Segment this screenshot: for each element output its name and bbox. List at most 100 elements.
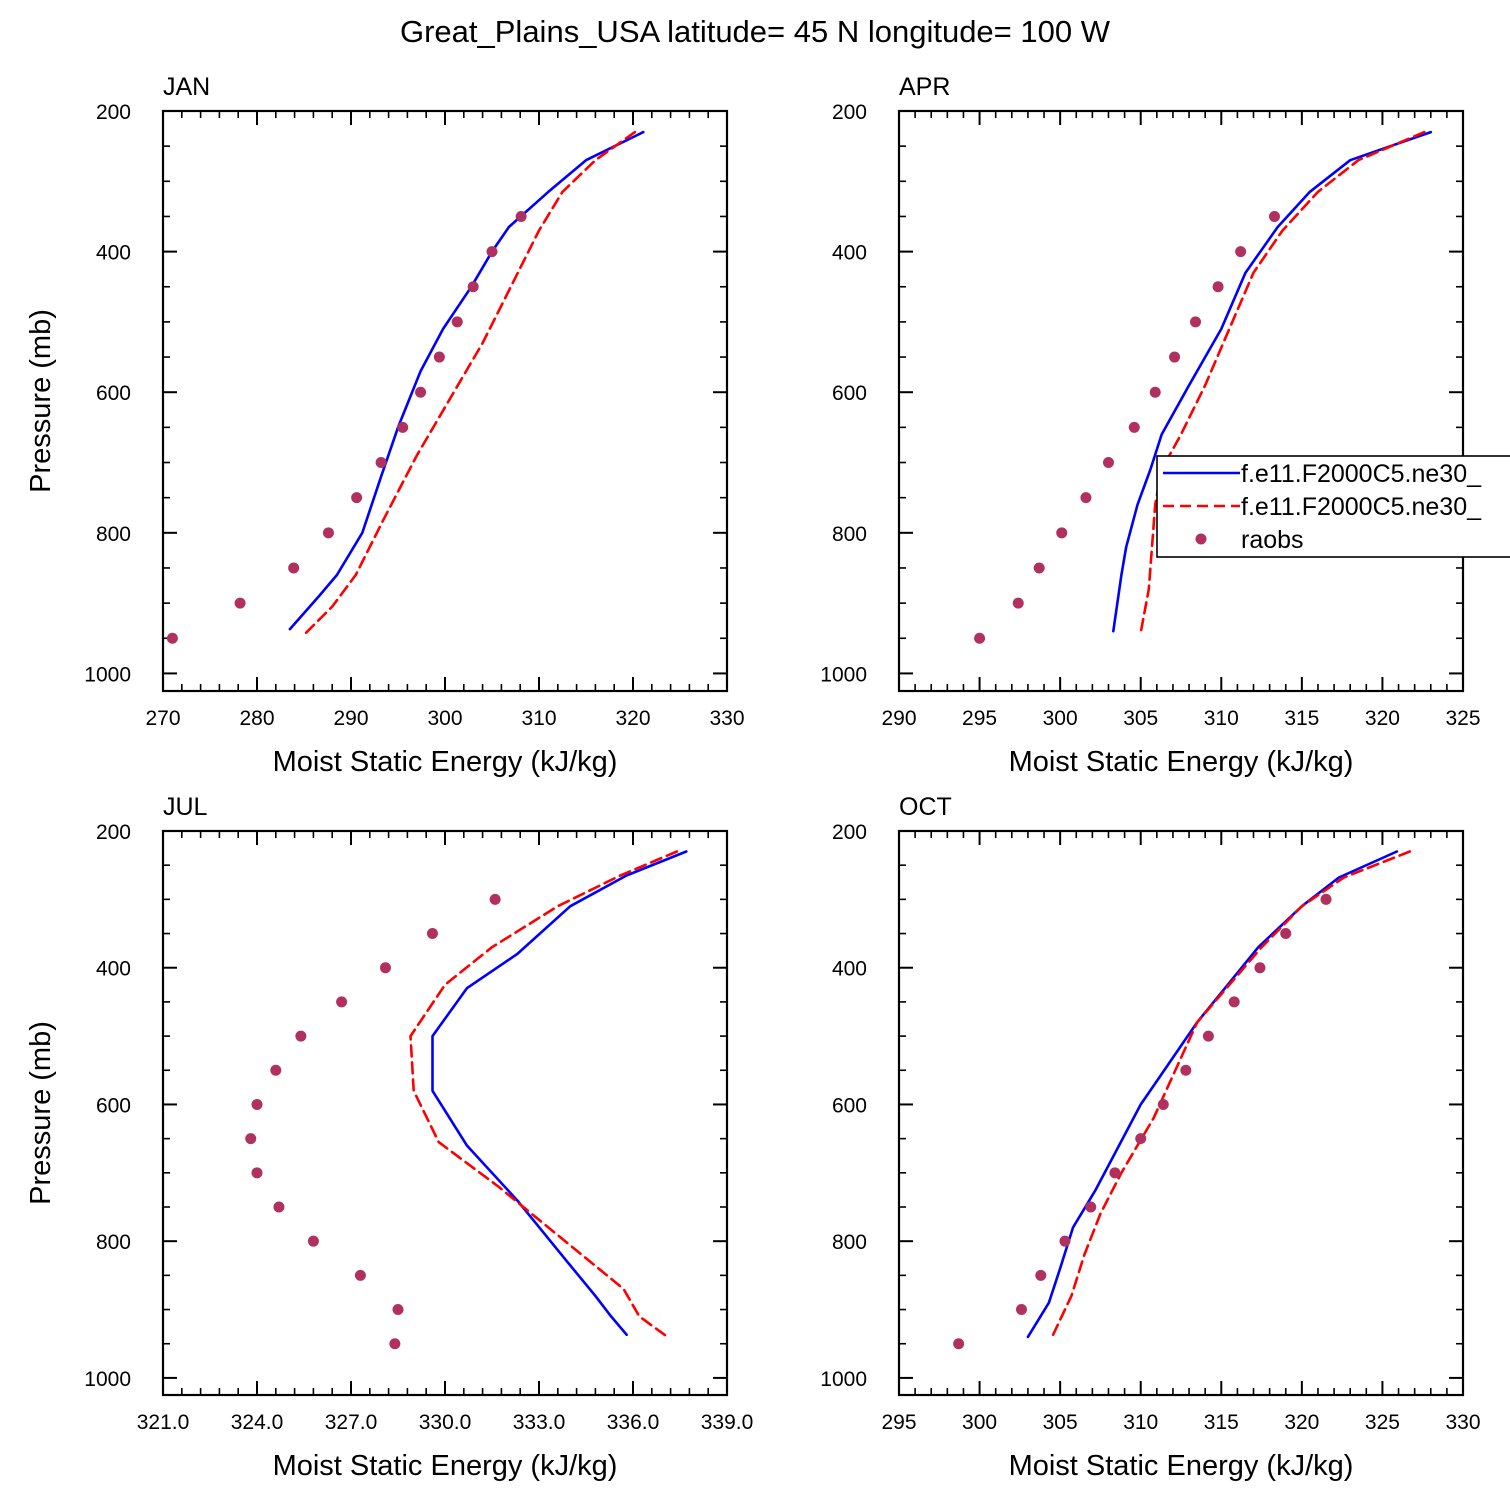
panel-jan: 270 280 290 300 310 320 330 200 400 600 800 1000 JAN… <box>25 73 745 778</box>
raobs-point <box>379 962 391 974</box>
y-tick-label: 600 <box>96 1094 131 1117</box>
y-tick-label: 600 <box>832 382 867 405</box>
x-tick-label: 300 <box>1043 707 1078 730</box>
y-tick-label: 400 <box>96 242 131 265</box>
x-tick-label: 336.0 <box>607 1411 660 1434</box>
legend-label: f.e11.F2000C5.ne30_ <box>1241 493 1482 521</box>
raobs-point <box>1320 893 1332 905</box>
x-tick-label: 295 <box>881 1411 916 1434</box>
x-tick-label: 333.0 <box>513 1411 566 1434</box>
y-tick-label: 400 <box>832 242 867 265</box>
plot-frame <box>161 109 729 693</box>
raobs-point <box>1180 1064 1192 1076</box>
x-tick-label: 327.0 <box>325 1411 378 1434</box>
panel-jul: 321.0 324.0 327.0 330.0 333.0 336.0 339.0 200 40… <box>25 793 753 1482</box>
legend: f.e11.F2000C5.ne30_ f.e11.F2000C5.ne30_ra… <box>1156 455 1510 558</box>
raobs-point <box>1228 996 1240 1008</box>
raobs-point <box>295 1030 307 1042</box>
raobs-point <box>1202 1030 1214 1042</box>
panel-title: JUL <box>163 793 208 821</box>
x-tick-label: 305 <box>1043 1411 1078 1434</box>
raobs-point <box>451 316 463 328</box>
x-tick-label: 330 <box>709 707 744 730</box>
raobs-point <box>234 597 246 609</box>
x-axis-label: Moist Static Energy (kJ/kg) <box>1009 1450 1354 1482</box>
x-axis-label: Moist Static Energy (kJ/kg) <box>273 1450 618 1482</box>
series-solid-line <box>431 850 688 1337</box>
raobs-point <box>1169 351 1181 363</box>
series-dashed-line <box>409 850 679 1339</box>
y-tick-label: 400 <box>832 958 867 981</box>
raobs-point <box>251 1098 263 1110</box>
y-tick-label: 800 <box>96 523 131 546</box>
raobs-point <box>1033 562 1045 574</box>
raobs-point <box>1235 246 1247 258</box>
raobs-point <box>1015 1304 1027 1316</box>
raobs-point <box>433 351 445 363</box>
raobs-point <box>1080 492 1092 504</box>
plot-frame <box>897 109 1465 693</box>
raobs-point <box>1109 1167 1121 1179</box>
raobs-point <box>1035 1269 1047 1281</box>
y-tick-label: 200 <box>96 821 131 844</box>
y-axis-label: Pressure (mb) <box>25 1021 57 1205</box>
x-tick-label: 270 <box>145 707 180 730</box>
raobs-point <box>467 281 479 293</box>
raobs-point <box>245 1133 257 1145</box>
raobs-point <box>1149 386 1161 398</box>
legend-label: raobs <box>1241 526 1304 554</box>
x-tick-label: 315 <box>1204 1411 1239 1434</box>
x-tick-label: 310 <box>1123 1411 1158 1434</box>
y-tick-label: 400 <box>96 958 131 981</box>
raobs-point <box>375 457 387 469</box>
panel-oct: 295 300 305 310 315 320 325 330 200 400 600 800 1000… <box>820 793 1480 1482</box>
raobs-point <box>489 893 501 905</box>
raobs-point <box>515 210 527 222</box>
x-tick-label: 320 <box>1284 1411 1319 1434</box>
series-dashed-line <box>1050 850 1412 1339</box>
x-tick-label: 325 <box>1365 1411 1400 1434</box>
raobs-point <box>307 1235 319 1247</box>
y-tick-label: 800 <box>96 1231 131 1254</box>
panel-title: APR <box>899 73 950 101</box>
x-tick-label: 305 <box>1123 707 1158 730</box>
x-tick-label: 290 <box>333 707 368 730</box>
panel-title: JAN <box>163 73 210 101</box>
y-tick-label: 200 <box>832 101 867 124</box>
raobs-point <box>953 1338 965 1350</box>
plot-frame <box>897 829 1465 1397</box>
x-tick-label: 300 <box>427 707 462 730</box>
y-tick-label: 200 <box>832 821 867 844</box>
y-tick-label: 600 <box>96 382 131 405</box>
raobs-point <box>273 1201 285 1213</box>
raobs-point <box>1280 928 1292 940</box>
series-solid-line <box>1026 850 1399 1339</box>
y-tick-label: 600 <box>832 1094 867 1117</box>
raobs-point <box>288 562 300 574</box>
x-tick-label: 295 <box>962 707 997 730</box>
raobs-point <box>251 1167 263 1179</box>
series-solid-line <box>288 130 645 631</box>
raobs-point <box>1102 457 1114 469</box>
raobs-point <box>1056 527 1068 539</box>
raobs-point <box>1085 1201 1097 1213</box>
y-tick-label: 1000 <box>820 663 867 686</box>
x-tick-label: 320 <box>1365 707 1400 730</box>
x-tick-label: 300 <box>962 1411 997 1434</box>
raobs-point <box>1012 597 1024 609</box>
raobs-point <box>389 1338 401 1350</box>
raobs-point <box>336 996 348 1008</box>
legend-marker <box>1195 533 1207 545</box>
y-tick-label: 1000 <box>84 1368 131 1391</box>
raobs-point <box>397 421 409 433</box>
x-tick-label: 324.0 <box>231 1411 284 1434</box>
x-tick-label: 321.0 <box>137 1411 190 1434</box>
raobs-point <box>322 527 334 539</box>
x-tick-label: 325 <box>1445 707 1480 730</box>
raobs-point <box>392 1304 404 1316</box>
y-axis-label: Pressure (mb) <box>25 309 57 493</box>
raobs-point <box>270 1064 282 1076</box>
series-dashed-line <box>302 130 637 637</box>
panel-apr: 290 295 300 305 310 315 320 325 200 400 600 800 1000… <box>820 73 1480 778</box>
